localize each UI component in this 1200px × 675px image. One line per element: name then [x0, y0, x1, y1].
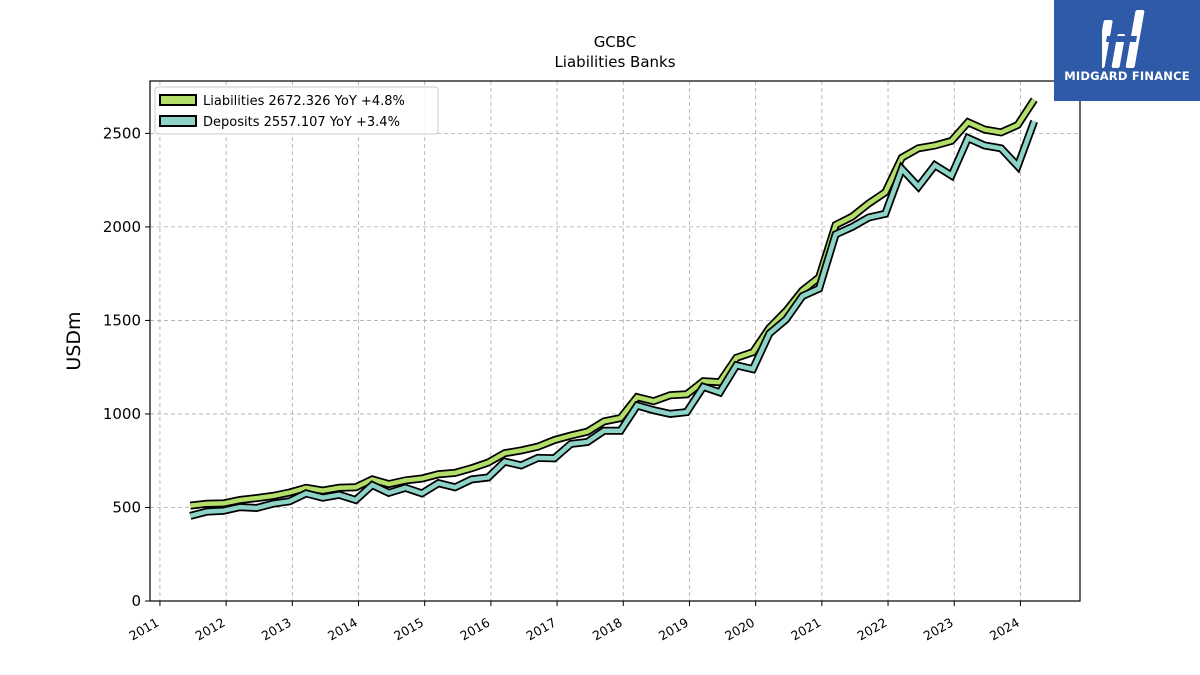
x-tick-label: 2012	[193, 615, 228, 644]
y-tick-label: 500	[112, 498, 141, 516]
y-tick-label: 2000	[103, 218, 141, 236]
brand-logo: MIDGARD FINANCE	[1054, 0, 1200, 101]
y-tick-label: 1000	[103, 405, 141, 423]
grid	[150, 81, 1080, 602]
x-tick-label: 2020	[722, 615, 757, 644]
y-tick-label: 2500	[103, 124, 141, 142]
x-tick-label: 2023	[921, 615, 956, 644]
legend[interactable]: Liabilities 2672.326 YoY +4.8% Deposits 2…	[154, 86, 439, 135]
x-tick-label: 2011	[126, 615, 161, 644]
y-axis-label: USDm	[63, 311, 85, 370]
series-line-deposits	[189, 120, 1037, 519]
legend-label-liabilities[interactable]: Liabilities 2672.326 YoY +4.8%	[203, 94, 405, 109]
x-tick-label: 2016	[457, 615, 492, 644]
brand-logo-icon	[1102, 10, 1145, 68]
legend-label-deposits[interactable]: Deposits 2557.107 YoY +3.4%	[203, 115, 400, 130]
legend-box	[154, 86, 439, 135]
x-tick-label: 2014	[325, 615, 360, 644]
series-outline-liabilities	[189, 97, 1038, 510]
series-line-liabilities	[190, 98, 1037, 508]
x-tick-label: 2021	[788, 615, 823, 644]
x-tick-label: 2019	[656, 615, 691, 644]
legend-swatch-deposits[interactable]	[159, 115, 197, 127]
axes: 0 500 1000 1500 2000 2500 2011 2012 2013 2014 2015…	[103, 124, 1022, 643]
chart-title: GCBC	[594, 33, 637, 51]
x-tick-label: 2024	[987, 615, 1022, 644]
y-tick-label: 0	[131, 592, 141, 610]
x-tick-label: 2022	[854, 615, 889, 644]
legend-swatch-liabilities[interactable]	[159, 94, 197, 106]
brand-logo-text: MIDGARD FINANCE	[1064, 69, 1190, 83]
x-tick-label: 2013	[259, 615, 294, 644]
plot-frame	[149, 80, 1081, 602]
series-group	[189, 97, 1038, 520]
series-outline-deposits	[189, 119, 1038, 520]
y-tick-label: 1500	[103, 311, 141, 329]
chart-subtitle: Liabilities Banks	[554, 53, 675, 71]
x-tick-label: 2017	[524, 615, 559, 644]
x-tick-label: 2015	[391, 615, 426, 644]
x-tick-label: 2018	[590, 615, 625, 644]
